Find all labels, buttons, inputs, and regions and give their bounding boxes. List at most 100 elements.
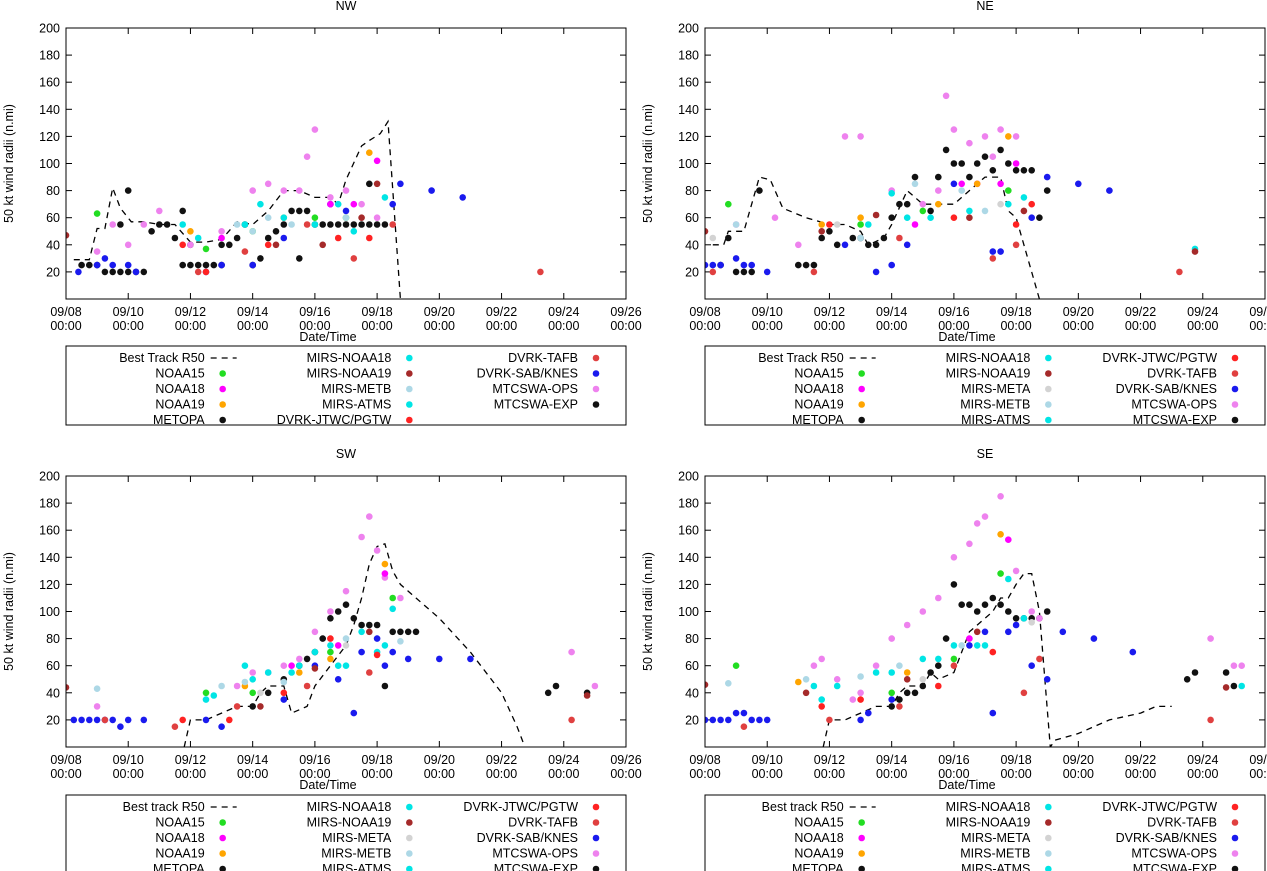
legend-marker <box>1231 865 1239 871</box>
point-mtcswa-exp <box>288 207 295 215</box>
point-noaa15 <box>93 210 101 217</box>
point-mtcswa-ops <box>795 241 802 249</box>
point-dvrk-sab-knes <box>75 268 82 276</box>
point-noaa18 <box>218 234 225 242</box>
legend-marker <box>1231 803 1239 811</box>
point-dvrk-tafb <box>194 268 202 276</box>
plot-area <box>705 92 1199 299</box>
point-mtcswa-ops <box>156 207 163 215</box>
point-dvrk-sab-knes <box>350 709 358 717</box>
legend-marker <box>1231 370 1239 377</box>
point-mtcswa-exp <box>544 689 552 697</box>
point-mtcswa-exp <box>350 615 358 622</box>
legend-label: NOAA15 <box>155 367 204 381</box>
point-mtcswa-ops <box>997 126 1004 133</box>
legend-label: MTCSWA-EXP <box>1133 413 1217 427</box>
legend-marker <box>219 850 226 857</box>
point-dvrk-sab-knes <box>249 261 256 269</box>
point-mtcswa-exp <box>1028 167 1035 174</box>
point-mtcswa-ops <box>327 194 334 201</box>
point-dvrk-sab-knes <box>865 709 872 717</box>
y-tick-label: 160 <box>678 524 699 538</box>
legend-marker <box>858 819 865 826</box>
y-tick-label: 200 <box>678 22 699 36</box>
y-tick-label: 60 <box>685 211 699 225</box>
point-mtcswa-exp <box>412 628 420 636</box>
x-tick-label-date: 09/18 <box>1000 305 1031 319</box>
point-mtcswa-exp <box>1230 682 1238 690</box>
point-mirs-noaa18 <box>311 221 319 228</box>
x-tick-label-date: 09/20 <box>1063 305 1094 319</box>
point-mirs-noaa18 <box>179 221 186 228</box>
x-tick-label-date: 09/22 <box>1125 753 1156 767</box>
point-dvrk-tafb <box>1036 655 1043 663</box>
point-mtcswa-exp <box>319 635 327 642</box>
legend-label: MIRS-NOAA19 <box>946 367 1031 381</box>
point-noaa15 <box>389 594 397 602</box>
point-dvrk-sab-knes <box>93 716 101 724</box>
point-dvrk-sab-knes <box>1012 621 1020 629</box>
legend-label: DVRK-TAFB <box>1147 367 1217 381</box>
x-tick-label-time: 00:00 <box>237 767 268 781</box>
point-mtcswa-ops <box>280 187 288 194</box>
point-dvrk-sab-knes <box>117 723 124 730</box>
point-noaa19 <box>327 655 334 663</box>
legend-box <box>65 345 627 426</box>
point-noaa18 <box>327 200 334 208</box>
x-tick-label-time: 00:00 <box>175 767 206 781</box>
point-noaa18 <box>1012 160 1020 167</box>
point-mirs-noaa19 <box>903 676 911 683</box>
point-mtcswa-ops <box>296 655 303 663</box>
point-noaa18 <box>966 635 973 642</box>
chart-title: SW <box>336 447 356 461</box>
point-mtcswa-exp <box>264 689 272 697</box>
point-mirs-noaa19 <box>66 232 70 239</box>
x-tick-label-time: 00:00 <box>424 767 455 781</box>
x-tick-label-date: 09/10 <box>752 753 783 767</box>
y-tick-label: 200 <box>678 470 699 484</box>
plot-frame <box>65 27 627 300</box>
point-mtcswa-exp <box>1005 608 1012 615</box>
point-mtcswa-exp <box>389 628 397 636</box>
point-mtcswa-exp <box>272 228 280 235</box>
point-dvrk-jtwc-pgtw <box>179 716 186 724</box>
y-tick-label: 160 <box>678 76 699 90</box>
y-tick-label: 200 <box>39 470 60 484</box>
point-mtcswa-ops <box>140 221 148 228</box>
legend-box <box>704 345 1266 426</box>
legend-marker <box>219 865 226 871</box>
point-mirs-meta <box>833 221 841 228</box>
point-mtcswa-exp <box>927 669 934 676</box>
point-mtcswa-exp <box>404 628 412 636</box>
point-mtcswa-exp <box>101 268 109 276</box>
point-dvrk-sab-knes <box>280 696 288 703</box>
legend-label: Best track R50 <box>123 800 205 814</box>
plot-area <box>66 513 599 747</box>
point-mirs-noaa18 <box>350 228 358 235</box>
point-mtcswa-exp <box>233 234 241 242</box>
point-mirs-noaa18 <box>981 642 989 649</box>
point-mtcswa-exp <box>124 268 132 276</box>
point-mtcswa-exp <box>919 682 927 690</box>
point-mtcswa-ops <box>93 248 101 255</box>
legend-marker <box>219 834 226 842</box>
point-mtcswa-exp <box>334 221 342 228</box>
point-dvrk-sab-knes <box>981 628 989 636</box>
legend-marker <box>592 354 600 362</box>
point-dvrk-sab-knes <box>841 241 849 249</box>
point-mtcswa-exp <box>366 180 373 188</box>
best-track-line <box>183 542 526 747</box>
point-noaa18 <box>997 180 1004 188</box>
point-mirs-noaa19 <box>1191 248 1199 255</box>
point-dvrk-tafb <box>568 716 575 724</box>
point-dvrk-sab-knes <box>748 716 755 724</box>
y-tick-label: 80 <box>685 632 699 646</box>
point-dvrk-jtwc-pgtw <box>989 648 997 656</box>
y-tick-label: 20 <box>46 713 60 727</box>
point-mtcswa-exp <box>358 221 365 228</box>
point-mtcswa-exp <box>171 234 179 242</box>
x-tick-label-date: 09/14 <box>237 753 268 767</box>
legend-label: MTCSWA-OPS <box>1131 847 1217 861</box>
legend-marker <box>1045 834 1052 842</box>
point-dvrk-sab-knes <box>109 261 116 269</box>
